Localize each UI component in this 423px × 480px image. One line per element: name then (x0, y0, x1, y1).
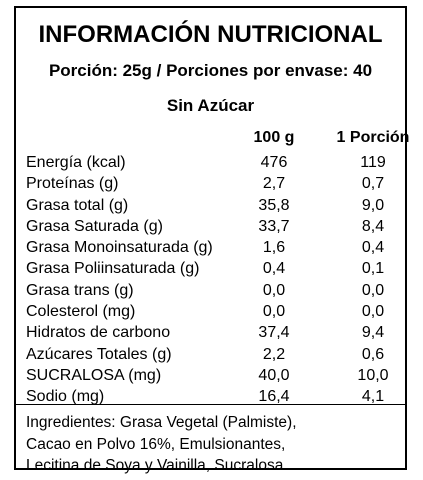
nutrient-name: Grasa Poliinsaturada (g) (26, 260, 200, 278)
nutrient-row: Grasa total (g) 35,8 9,0 (26, 197, 401, 218)
value-per-portion: 9,4 (361, 324, 385, 342)
nutrient-name: Grasa Monoinsaturada (g) (26, 239, 213, 257)
column-header-100g: 100 g (253, 129, 295, 146)
nutrient-row: Sodio (mg) 16,4 4,1 (26, 388, 401, 409)
section-divider (16, 404, 405, 405)
value-per-100g: 35,8 (258, 196, 290, 214)
value-per-portion: 9,0 (361, 196, 385, 214)
value-per-100g: 0,4 (262, 260, 286, 278)
value-per-100g: 2,7 (262, 175, 286, 193)
value-per-100g: 37,4 (258, 324, 290, 342)
value-per-100g: 16,4 (258, 388, 290, 406)
nutrient-row: Grasa Saturada (g) 33,7 8,4 (26, 218, 401, 239)
value-per-100g: 0,0 (262, 303, 286, 321)
nutrient-row: Azúcares Totales (g) 2,2 0,6 (26, 346, 401, 367)
value-per-100g: 2,2 (262, 345, 286, 363)
value-per-portion: 0,7 (361, 175, 385, 193)
label-title: INFORMACIÓN NUTRICIONAL (38, 21, 383, 48)
nutrient-name: Proteínas (g) (26, 175, 119, 193)
nutrition-label: INFORMACIÓN NUTRICIONAL Porción: 25g / P… (14, 6, 409, 474)
nutrient-name: Energía (kcal) (26, 154, 126, 171)
nutrient-name: Sodio (mg) (26, 388, 105, 406)
ingredients-text: Ingredientes: Grasa Vegetal (Palmiste), … (26, 412, 401, 477)
value-per-portion: 8,4 (361, 217, 385, 235)
column-header-portion: 1 Porción (336, 129, 410, 146)
nutrient-name: Azúcares Totales (g) (26, 345, 172, 363)
nutrient-name: Grasa total (g) (26, 196, 129, 214)
value-per-100g: 476 (260, 154, 288, 171)
value-per-portion: 0,4 (361, 239, 385, 257)
nutrient-row: Hidratos de carbono 37,4 9,4 (26, 324, 401, 345)
nutrient-row: Grasa Monoinsaturada (g) 1,6 0,4 (26, 239, 401, 260)
value-per-portion: 0,1 (361, 260, 385, 278)
ingredients-line: Ingredientes: Grasa Vegetal (Palmiste), (26, 414, 297, 431)
label-subtitle: Sin Azúcar (166, 96, 255, 115)
nutrient-row: Energía (kcal) 476 119 (26, 154, 401, 175)
nutrient-row: Proteínas (g) 2,7 0,7 (26, 175, 401, 196)
value-per-portion: 0,0 (361, 281, 385, 299)
value-per-portion: 10,0 (357, 366, 389, 384)
serving-info: Porción: 25g / Porciones por envase: 40 (48, 61, 373, 80)
value-per-portion: 0,6 (361, 345, 385, 363)
nutrient-name: Hidratos de carbono (26, 324, 171, 342)
value-per-portion: 0,0 (361, 303, 385, 321)
nutrient-name: Grasa trans (g) (26, 281, 134, 299)
nutrient-row: Colesterol (mg) 0,0 0,0 (26, 303, 401, 324)
nutrient-name: Colesterol (mg) (26, 303, 136, 321)
nutrient-name: SUCRALOSA (mg) (26, 366, 162, 384)
nutrient-row: SUCRALOSA (mg) 40,0 10,0 (26, 367, 401, 388)
nutrient-row: Grasa Poliinsaturada (g) 0,4 0,1 (26, 260, 401, 281)
ingredients-line: Lecitina de Soya y Vainilla, Sucralosa. (26, 457, 288, 474)
ingredients-line: Cacao en Polvo 16%, Emulsionantes, (26, 435, 286, 453)
nutrient-table: Energía (kcal) 476 119 Proteínas (g) 2,7… (26, 154, 401, 410)
value-per-portion: 119 (360, 154, 386, 171)
value-per-100g: 0,0 (262, 281, 286, 299)
value-per-100g: 33,7 (258, 217, 290, 235)
nutrient-name: Grasa Saturada (g) (26, 217, 163, 235)
value-per-100g: 1,6 (262, 239, 286, 257)
value-per-portion: 4,1 (361, 388, 385, 406)
value-per-100g: 40,0 (258, 366, 290, 384)
nutrient-row: Grasa trans (g) 0,0 0,0 (26, 282, 401, 303)
